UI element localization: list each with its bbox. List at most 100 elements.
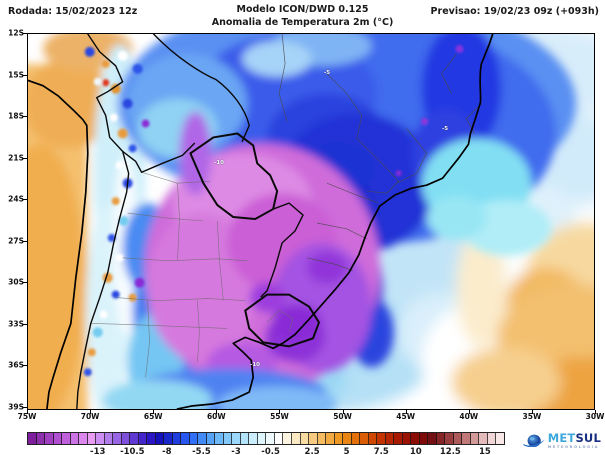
lon-tick-mark <box>468 410 470 414</box>
colorbar-cell <box>172 433 182 444</box>
colorbar-cell <box>249 433 258 444</box>
colorbar-cell <box>266 433 275 444</box>
contour-value-label: -5 <box>441 126 449 132</box>
colorbar-cell <box>232 433 241 444</box>
colorbar-cell <box>79 433 88 444</box>
lon-tick-label: 45W <box>396 412 416 421</box>
colorbar-cell <box>283 433 292 444</box>
colorbar-cell <box>164 433 173 444</box>
lat-tick-label: 18S <box>8 111 24 121</box>
lon-tick-mark <box>342 410 344 414</box>
colorbar-cell <box>87 433 97 444</box>
colorbar-cell <box>189 433 199 444</box>
colorbar-cell <box>155 433 165 444</box>
lon-tick-mark <box>216 410 218 414</box>
logo-subtitle-text: METEOROLOGIA <box>547 444 599 449</box>
colorbar-cell <box>479 433 488 444</box>
colorbar-cell <box>274 433 284 444</box>
colorbar-tick-label: 15 <box>479 447 491 455</box>
lon-tick-mark <box>405 410 407 414</box>
colorbar-tick-label: 12.5 <box>439 447 461 455</box>
lat-tick-mark <box>23 33 27 34</box>
colorbar-cell <box>223 433 233 444</box>
lon-tick-label: 40W <box>459 412 479 421</box>
metsul-globe-icon <box>522 434 545 447</box>
colorbar-tick-label: -8 <box>162 447 172 455</box>
colorbar-cell <box>462 433 471 444</box>
lon-tick-label: 35W <box>522 412 542 421</box>
colorbar-cell <box>411 433 420 444</box>
colorbar-cell <box>368 433 378 444</box>
metsul-wordmark: METSUL METEOROLOGIA <box>548 433 601 449</box>
colorbar-cell <box>28 433 37 444</box>
colorbar-cell <box>394 433 403 444</box>
lat-tick-mark <box>23 116 27 118</box>
colorbar-tick-label: -3 <box>231 447 241 455</box>
contour-value-label: -10 <box>250 362 260 368</box>
colorbar-cell <box>436 433 446 444</box>
anomaly-map-canvas <box>28 34 594 409</box>
lon-tick-mark <box>531 410 533 414</box>
colorbar-cell <box>70 433 80 444</box>
colorbar-cell <box>138 433 148 444</box>
colorbar-tick-label: -5.5 <box>192 447 211 455</box>
colorbar <box>27 432 505 445</box>
colorbar-cell <box>291 433 301 444</box>
lat-tick-mark <box>23 407 27 408</box>
lon-tick-mark <box>595 410 596 414</box>
colorbar-tick-label: 10 <box>409 447 422 455</box>
lat-tick-label: 21S <box>8 153 24 163</box>
lat-tick-mark <box>23 365 27 367</box>
colorbar-cell <box>402 433 412 444</box>
lon-tick-label: 55W <box>270 412 289 421</box>
colorbar-cell <box>470 433 480 444</box>
colorbar-cell <box>104 433 114 444</box>
lon-tick-label: 65W <box>143 412 163 421</box>
lon-tick-label: 60W <box>206 412 226 421</box>
lat-tick-label: 15S <box>8 70 24 80</box>
colorbar-cell <box>428 433 437 444</box>
colorbar-cell <box>419 433 429 444</box>
colorbar-cell <box>343 433 352 444</box>
colorbar-cell <box>96 433 105 444</box>
colorbar-cell <box>334 433 344 444</box>
logo-met-text: MET <box>547 431 576 446</box>
colorbar-cell <box>45 433 54 444</box>
anomaly-map <box>27 33 595 410</box>
colorbar-cell <box>317 433 327 444</box>
colorbar-cell <box>206 433 216 444</box>
colorbar-cell <box>240 433 250 444</box>
lat-tick-mark <box>23 157 27 159</box>
colorbar-cell <box>121 433 131 444</box>
colorbar-cell <box>257 433 267 444</box>
lat-tick-label: 24S <box>8 194 24 204</box>
colorbar-cell <box>309 433 318 444</box>
lon-tick-label: 30W <box>585 412 605 421</box>
colorbar-cell <box>360 433 369 444</box>
lat-tick-label: 39S <box>8 402 24 412</box>
colorbar-cell <box>496 433 504 444</box>
run-timestamp-label: Rodada: 15/02/2023 12z <box>8 6 138 17</box>
colorbar-cell <box>445 433 454 444</box>
contour-value-label: -10 <box>214 160 224 166</box>
colorbar-cell <box>181 433 190 444</box>
colorbar-tick-label: -0.5 <box>261 447 280 455</box>
colorbar-cell <box>215 433 224 444</box>
colorbar-cell <box>487 433 497 444</box>
colorbar-tick-label: -13 <box>90 447 106 455</box>
colorbar-cell <box>385 433 395 444</box>
colorbar-cell <box>147 433 156 444</box>
lon-tick-label: 75W <box>17 412 37 421</box>
metsul-logo: METSUL METEOROLOGIA <box>521 429 601 454</box>
colorbar-cell <box>300 433 310 444</box>
lon-tick-label: 70W <box>80 412 100 421</box>
lat-tick-mark <box>23 240 27 242</box>
lat-tick-mark <box>23 199 27 201</box>
colorbar-cell <box>113 433 122 444</box>
colorbar-tick-label: 7.5 <box>373 447 389 455</box>
colorbar-cell <box>62 433 71 444</box>
lon-tick-label: 50W <box>333 412 352 421</box>
colorbar-tick-label: 2.5 <box>304 447 320 455</box>
model-name-label: Modelo ICON/DWD 0.125 <box>236 4 369 15</box>
